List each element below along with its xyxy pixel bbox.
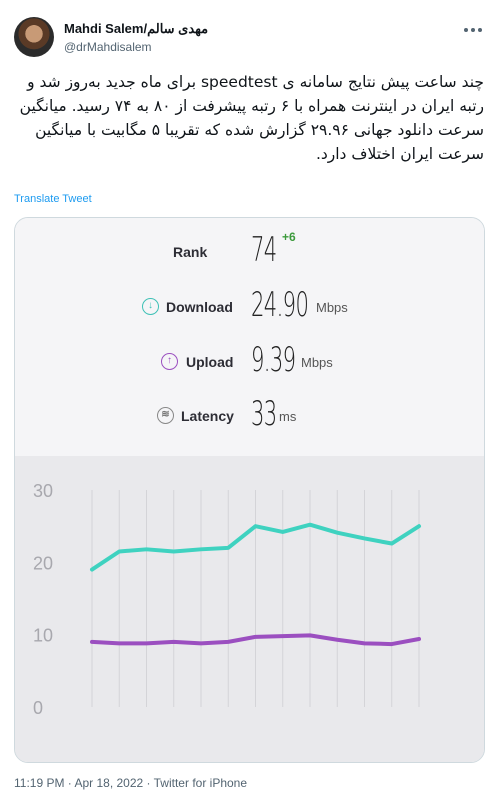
- series-line-0: [90, 522, 421, 572]
- upload-label: Upload: [186, 354, 234, 370]
- upload-unit: Mbps: [301, 355, 333, 370]
- latency-unit: ms: [279, 409, 297, 424]
- download-value: 24.90: [251, 285, 309, 325]
- y-tick-label: 0: [33, 698, 43, 718]
- rank-label: Rank: [173, 244, 208, 260]
- download-icon: ↓: [142, 298, 159, 315]
- translate-tweet-link[interactable]: Translate Tweet: [14, 193, 92, 205]
- y-tick-label: 10: [33, 626, 53, 646]
- download-label: Download: [166, 299, 233, 315]
- upload-icon: ↑: [161, 353, 178, 370]
- latency-label: Latency: [181, 408, 234, 424]
- avatar[interactable]: [14, 17, 54, 57]
- tweet-meta: 11:19 PM · Apr 18, 2022 · Twitter for iP…: [14, 776, 248, 790]
- speed-history-chart: 30 20 10 0: [15, 456, 484, 762]
- author-handle[interactable]: @drMahdisalem: [64, 40, 152, 54]
- latency-icon: ≋: [157, 407, 174, 424]
- chart-svg: 30 20 10 0: [33, 481, 421, 718]
- upload-row: ↑ Upload 9.39 Mbps: [15, 340, 484, 384]
- speedtest-card[interactable]: Rank 74 +6 ↓ Download 24.90 Mbps ↑ Uploa…: [14, 217, 485, 763]
- rank-row: Rank 74 +6: [15, 230, 484, 274]
- rank-delta: +6: [282, 230, 296, 244]
- latency-row: ≋ Latency 33 ms: [15, 394, 484, 438]
- latency-value: 33: [251, 394, 277, 434]
- y-tick-label: 20: [33, 553, 53, 573]
- author-name[interactable]: Mahdi Salem/مهدی سالم: [64, 21, 209, 36]
- rank-value: 74: [251, 230, 277, 270]
- series-line-1: [90, 633, 421, 647]
- y-tick-label: 30: [33, 481, 53, 501]
- download-unit: Mbps: [316, 300, 348, 315]
- upload-value: 9.39: [251, 340, 296, 380]
- tweet-text: چند ساعت پیش نتایج سامانه ی speedtest بر…: [19, 73, 484, 163]
- download-row: ↓ Download 24.90 Mbps: [15, 285, 484, 329]
- more-options-icon[interactable]: [462, 22, 484, 38]
- speedtest-stats: Rank 74 +6 ↓ Download 24.90 Mbps ↑ Uploa…: [15, 218, 484, 456]
